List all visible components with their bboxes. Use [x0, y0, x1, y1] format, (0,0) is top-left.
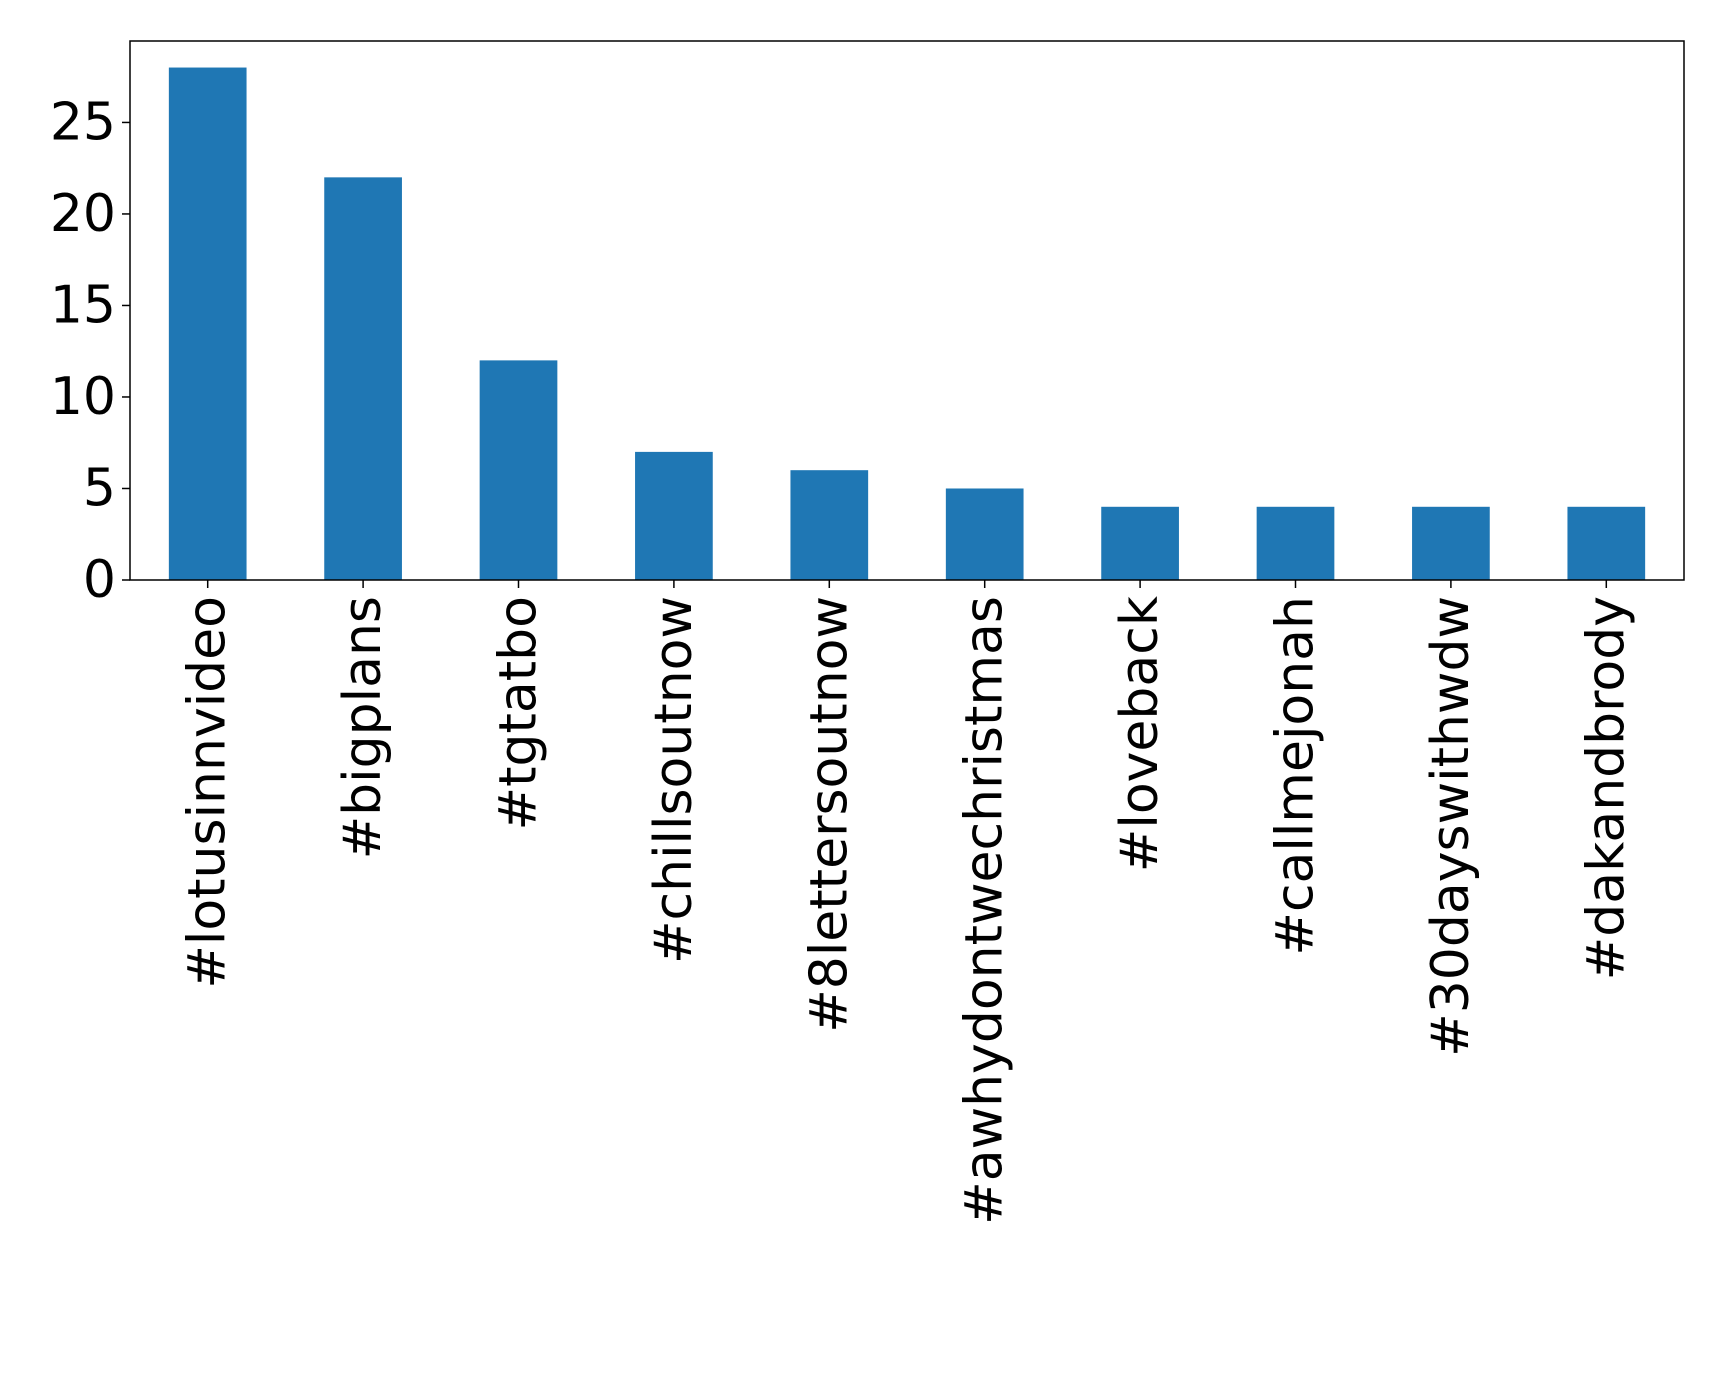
- bar: [1101, 506, 1179, 580]
- bar: [479, 360, 558, 580]
- x-tick-label: #loveback: [1110, 596, 1170, 872]
- x-tick-label: #awhydontwechristmas: [955, 596, 1015, 1225]
- y-tick-label: 5: [83, 458, 116, 518]
- x-tick-label: #8lettersoutnow: [799, 596, 859, 1033]
- x-tick-label: #bigplans: [333, 596, 393, 859]
- bar: [1412, 506, 1490, 580]
- bar: [790, 470, 869, 580]
- x-tick-label: #callmejonah: [1266, 596, 1326, 956]
- bar: [324, 177, 402, 580]
- bar: [635, 451, 713, 580]
- y-tick-label: 0: [83, 550, 116, 610]
- x-tick-label: #chillsoutnow: [644, 596, 704, 964]
- bar: [945, 488, 1024, 580]
- bar: [1256, 506, 1335, 580]
- bar: [168, 67, 247, 580]
- x-tick-label: #lotusinnvideo: [178, 596, 238, 989]
- x-tick-label: #tgtatbo: [489, 596, 549, 830]
- bar: [1567, 506, 1646, 580]
- x-tick-label: #dakandbrody: [1576, 596, 1636, 980]
- y-tick-label: 25: [50, 92, 116, 152]
- x-tick-label: #30dayswithwdw: [1421, 596, 1481, 1057]
- y-tick-label: 10: [50, 367, 116, 427]
- y-tick-label: 15: [50, 275, 116, 335]
- plot-frame: [129, 40, 1685, 581]
- y-tick-label: 20: [50, 184, 116, 244]
